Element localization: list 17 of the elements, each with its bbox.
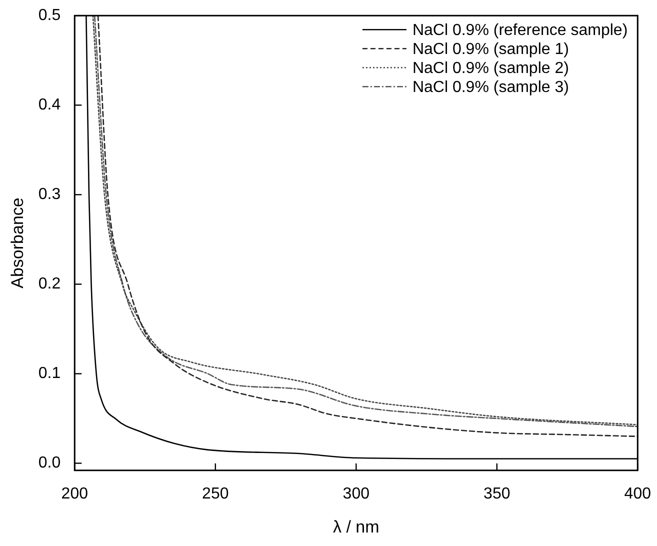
x-tick-label: 250 (202, 485, 229, 502)
y-tick-label: 0.1 (38, 365, 61, 382)
y-tick-label: 0.4 (38, 96, 61, 114)
y-tick-label: 0.2 (38, 276, 61, 293)
y-tick-label: 0.0 (38, 454, 61, 472)
x-tick-label: 350 (484, 485, 510, 502)
x-tick-label: 300 (342, 485, 370, 502)
x-tick-label: 400 (624, 485, 652, 502)
y-tick-label: 0.5 (38, 7, 61, 24)
legend-label: NaCl 0.9% (sample 3) (412, 79, 569, 96)
y-tick-label: 0.3 (38, 186, 61, 204)
x-axis-title: λ / nm (333, 517, 380, 536)
legend-label: NaCl 0.9% (sample 2) (412, 60, 569, 78)
legend-label: NaCl 0.9% (sample 1) (412, 41, 569, 58)
x-tick-label: 200 (61, 485, 88, 502)
y-axis-title: Absorbance (8, 198, 27, 288)
legend-label: NaCl 0.9% (reference sample) (412, 22, 628, 40)
